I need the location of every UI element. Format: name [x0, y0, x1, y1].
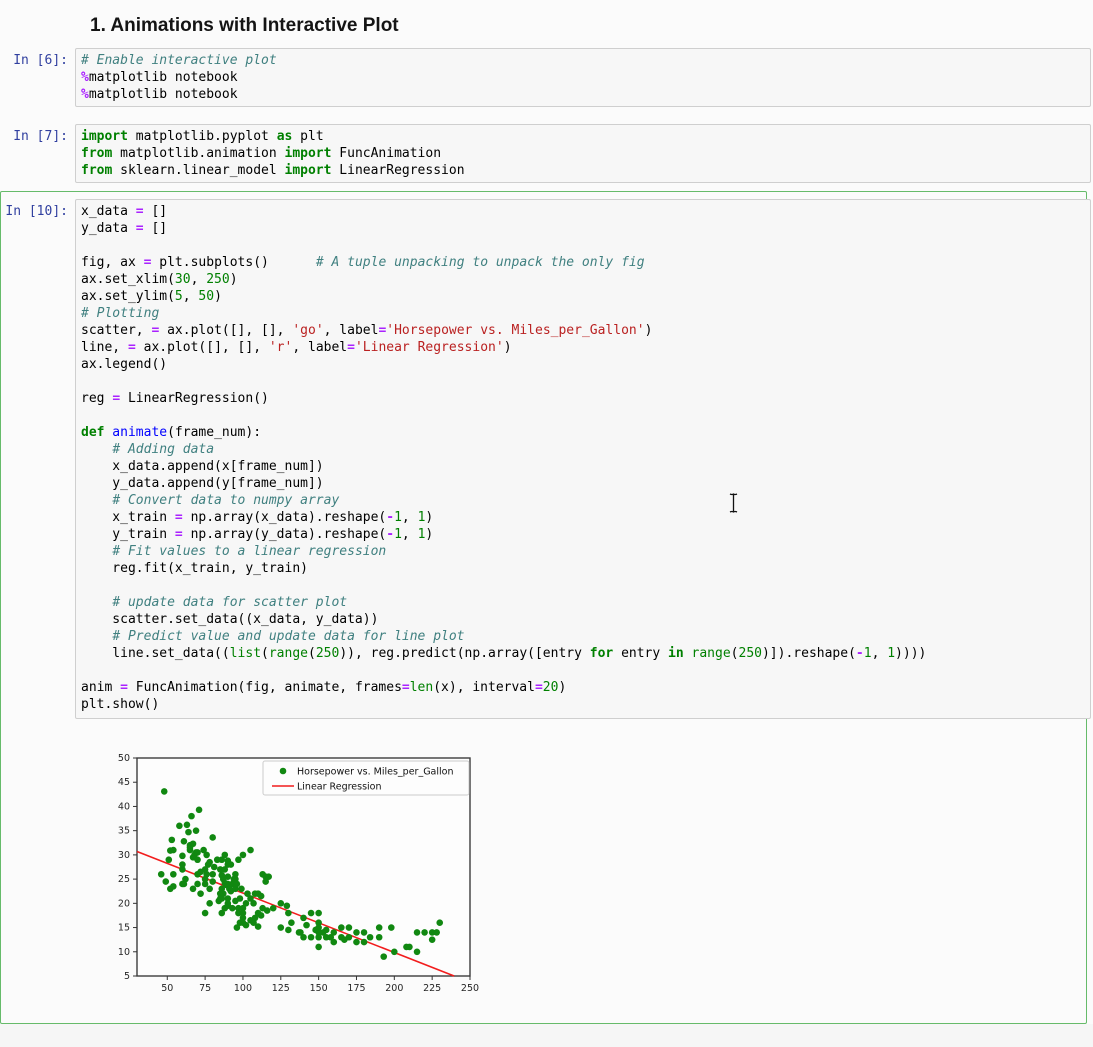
code-line: # Predict value and update data for line…	[112, 629, 465, 644]
svg-text:35: 35	[118, 826, 130, 837]
scatter-points	[157, 788, 444, 960]
svg-text:175: 175	[347, 983, 365, 994]
code-line: ax.set_ylim(5, 50)	[81, 289, 222, 304]
svg-text:225: 225	[423, 983, 441, 994]
code-line: def animate(frame_num):	[81, 425, 262, 440]
svg-text:5: 5	[124, 971, 130, 982]
page-title: 1. Animations with Interactive Plot	[90, 14, 399, 36]
svg-text:20: 20	[118, 898, 130, 909]
cell-prompt: In [7]:	[13, 129, 68, 144]
code-line: anim = FuncAnimation(fig, animate, frame…	[81, 680, 567, 695]
code-line: reg = LinearRegression()	[81, 391, 269, 406]
chart-legend: Horsepower vs. Miles_per_Gallon Linear Re…	[262, 760, 470, 796]
code-line: # Plotting	[81, 306, 160, 321]
svg-text:125: 125	[272, 983, 290, 994]
svg-text:15: 15	[118, 923, 130, 934]
code-line	[81, 237, 1085, 254]
svg-text:75: 75	[199, 983, 211, 994]
code-line	[81, 577, 1085, 594]
svg-text:200: 200	[385, 983, 403, 994]
code-line: ax.set_xlim(30, 250)	[81, 272, 238, 287]
svg-text:40: 40	[118, 801, 130, 812]
code-editor[interactable]: x_data = [] y_data = [] fig, ax = plt.sub…	[75, 199, 1091, 719]
code-line: scatter.set_data((x_data, y_data))	[81, 612, 379, 627]
svg-text:Horsepower vs. Miles_per_Gallo: Horsepower vs. Miles_per_Gallon	[297, 767, 454, 778]
code-line: from matplotlib.animation import FuncAni…	[81, 146, 442, 161]
page-bottom-area	[0, 1024, 1093, 1047]
svg-text:Linear Regression: Linear Regression	[297, 782, 382, 793]
code-line: x_data = []	[81, 204, 168, 219]
code-line: reg.fit(x_train, y_train)	[81, 561, 308, 576]
code-line: y_train = np.array(y_data).reshape(-1, 1…	[81, 527, 434, 542]
code-line: ax.legend()	[81, 357, 168, 372]
svg-text:45: 45	[118, 777, 130, 788]
code-line: scatter, = ax.plot([], [], 'go', label='…	[81, 323, 653, 338]
y-axis-ticks: 5 10 15 20 25 30 35 40 45 50	[118, 753, 137, 982]
code-line: y_data.append(y[frame_num])	[81, 476, 324, 491]
code-line: plt.show()	[81, 697, 160, 712]
svg-text:150: 150	[310, 983, 328, 994]
code-line: from sklearn.linear_model import LinearR…	[81, 163, 465, 178]
code-line	[81, 407, 1085, 424]
code-line	[81, 662, 1085, 679]
svg-text:10: 10	[118, 947, 130, 958]
code-line: # Convert data to numpy array	[112, 493, 340, 508]
svg-text:50: 50	[118, 753, 130, 764]
regression-line	[136, 850, 455, 977]
svg-text:100: 100	[234, 983, 252, 994]
code-editor[interactable]: import matplotlib.pyplot as plt from matp…	[75, 124, 1091, 183]
svg-text:30: 30	[118, 850, 130, 861]
svg-text:250: 250	[461, 983, 479, 994]
code-line: %matplotlib notebook	[81, 70, 238, 85]
code-line: x_data.append(x[frame_num])	[81, 459, 324, 474]
code-line: y_data = []	[81, 221, 168, 236]
code-line: # Adding data	[112, 442, 215, 457]
code-line: fig, ax = plt.subplots() # A tuple unpac…	[81, 255, 645, 270]
cell-prompt: In [10]:	[5, 204, 68, 219]
svg-text:50: 50	[161, 983, 173, 994]
output-plot[interactable]: 50 75 100 125 150 175 200 225 250 5 10 15 20 25 30 35 40…	[113, 748, 483, 1000]
code-line: line.set_data((list(range(250)), reg.pre…	[81, 646, 927, 661]
code-editor[interactable]: # Enable interactive plot %matplotlib not…	[75, 48, 1091, 107]
code-line: # Fit values to a linear regression	[112, 544, 387, 559]
code-line: x_train = np.array(x_data).reshape(-1, 1…	[81, 510, 434, 525]
svg-text:25: 25	[118, 874, 130, 885]
code-line: # Enable interactive plot	[81, 53, 277, 68]
cell-prompt: In [6]:	[13, 53, 68, 68]
code-line: # update data for scatter plot	[112, 595, 348, 610]
text-cursor-icon	[729, 493, 738, 513]
code-line	[81, 373, 1085, 390]
x-axis-ticks: 50 75 100 125 150 175 200 225 250	[161, 976, 479, 994]
code-line: import matplotlib.pyplot as plt	[81, 129, 324, 144]
code-line: %matplotlib notebook	[81, 87, 238, 102]
code-line: line, = ax.plot([], [], 'r', label='Line…	[81, 340, 512, 355]
